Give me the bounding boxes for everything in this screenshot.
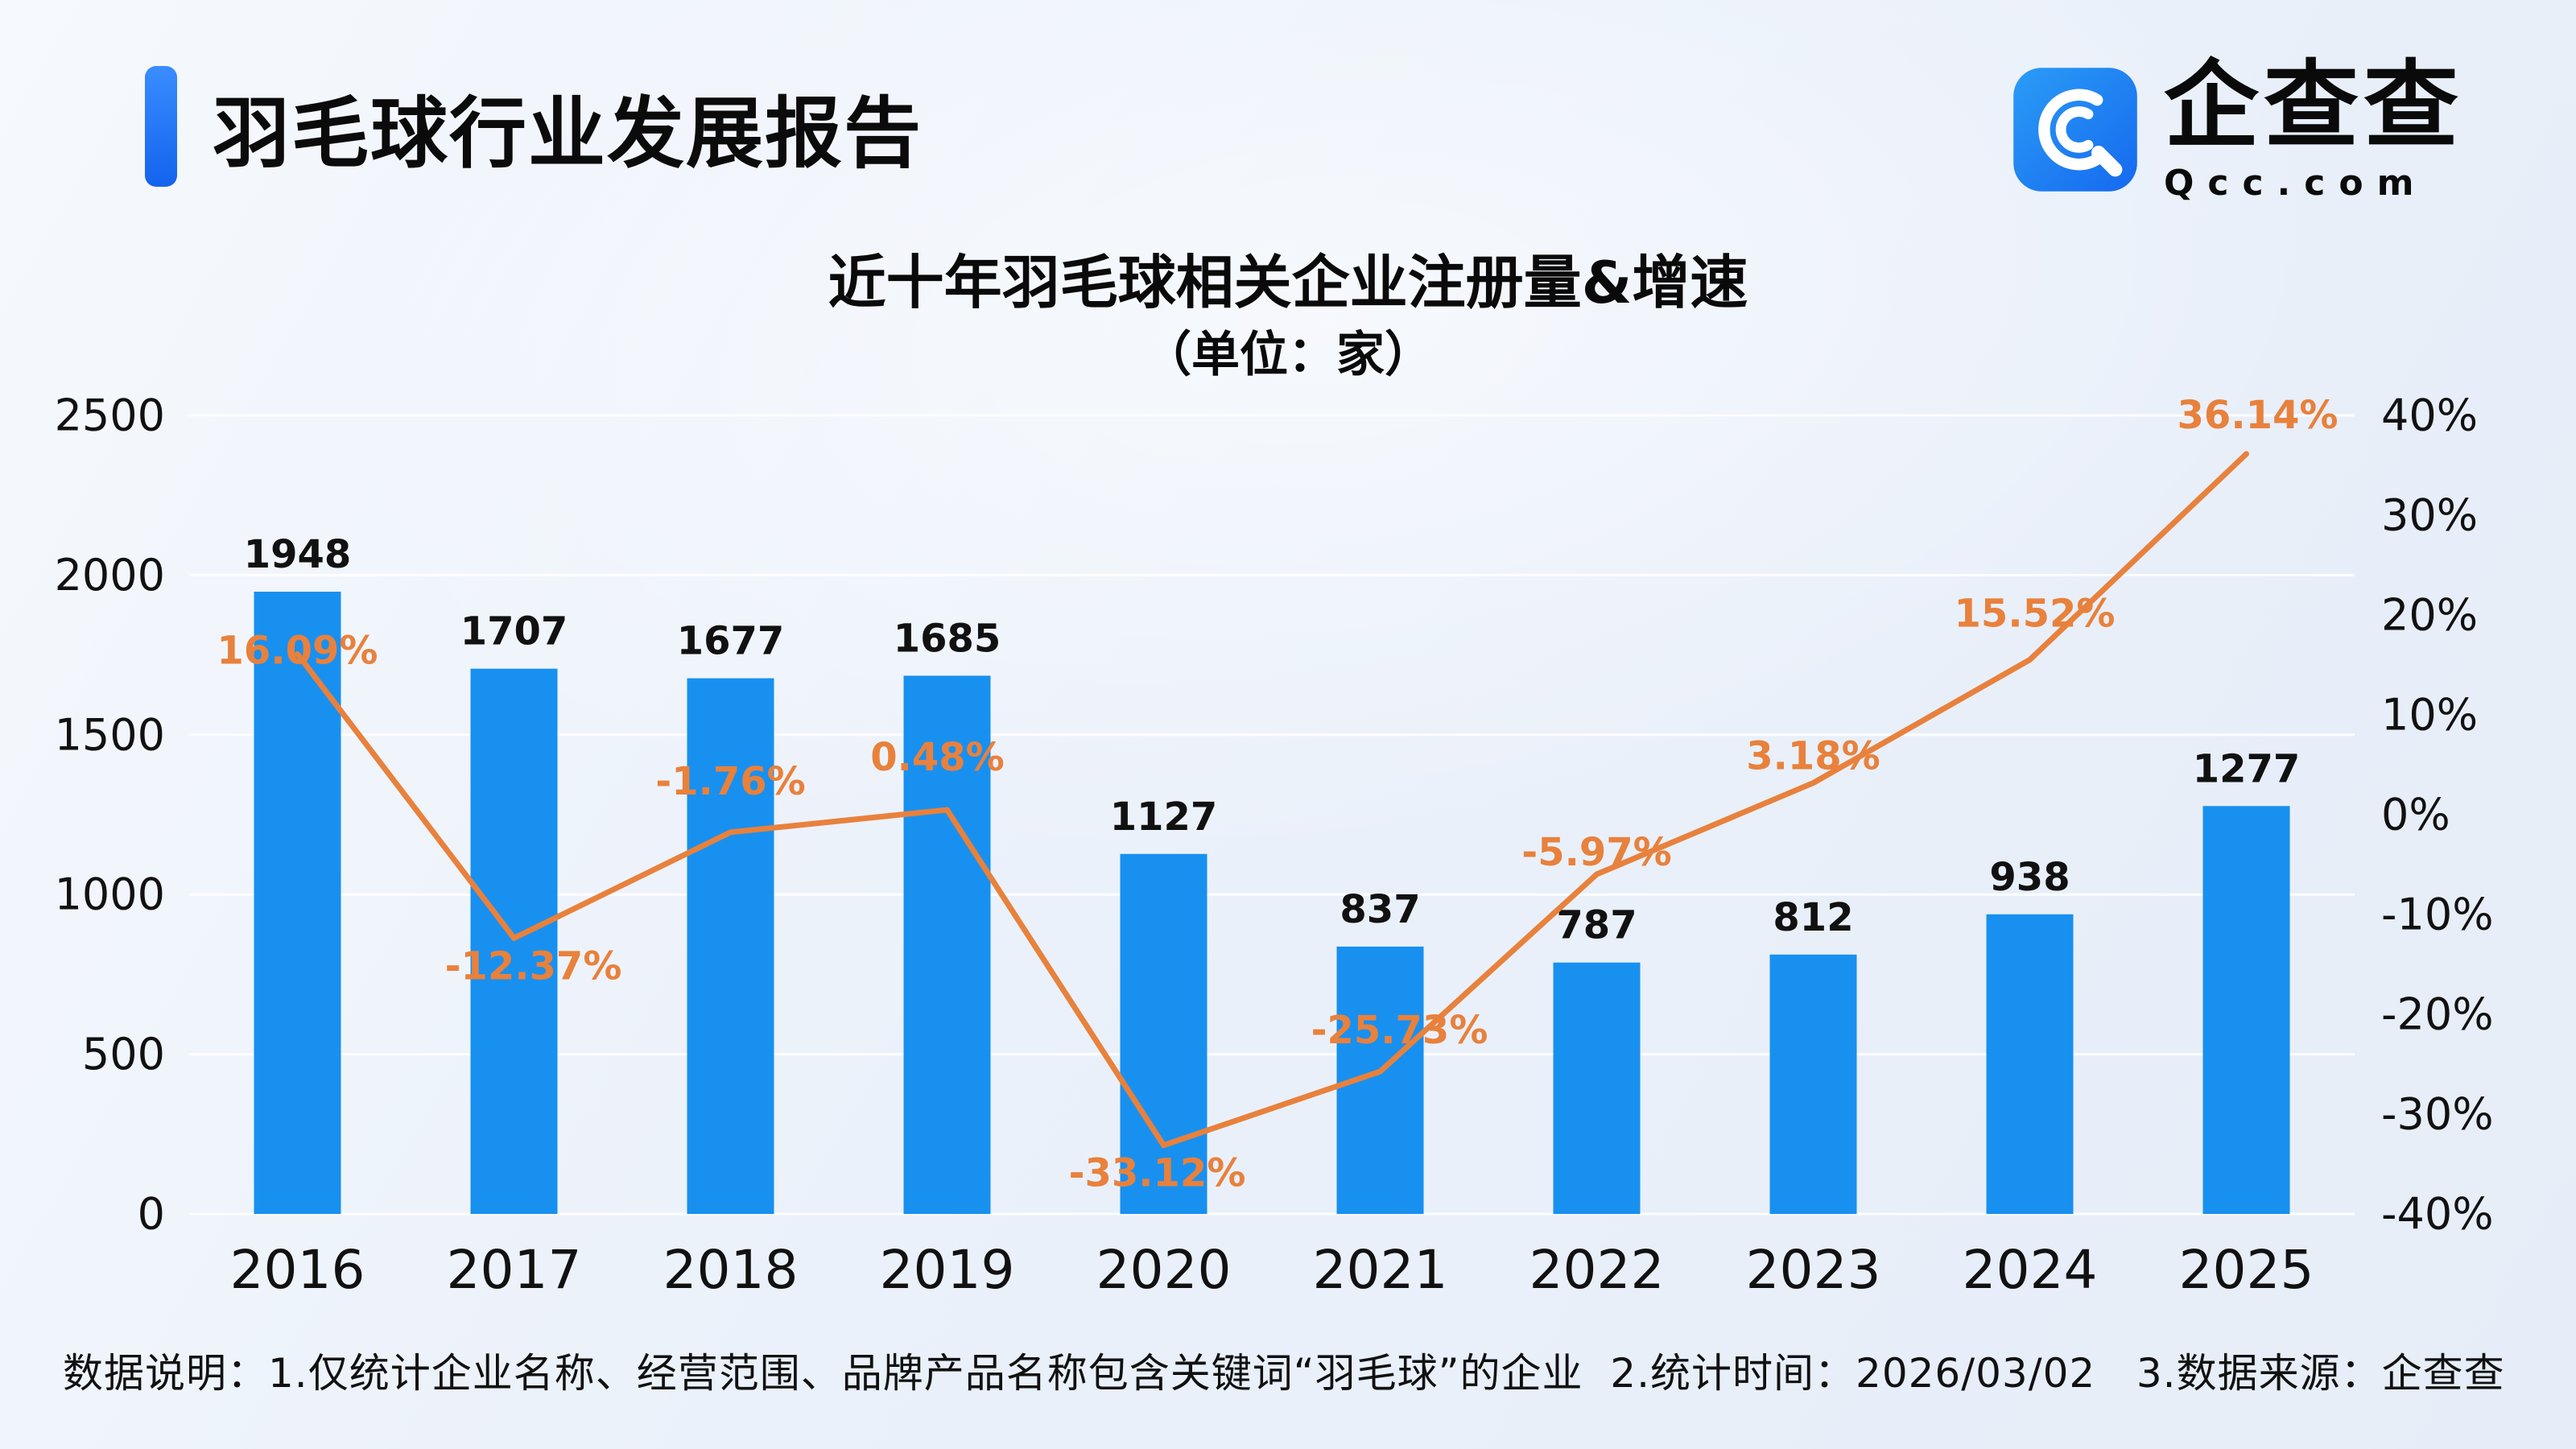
bar [687,678,774,1214]
bars [254,592,2290,1214]
right-axis-ticks: 40% 30% 20% 10% 0% -10% -20% -30% -40% [2381,390,2494,1240]
svg-text:-25.73%: -25.73% [1311,1008,1488,1053]
bar [2202,806,2290,1214]
svg-text:2500: 2500 [55,390,165,441]
svg-text:-40%: -40% [2381,1189,2494,1240]
bar [1120,853,1208,1214]
svg-text:3.18%: 3.18% [1746,734,1880,779]
report-title: 羽毛球行业发展报告 [213,88,923,179]
svg-text:2024: 2024 [1963,1239,2098,1301]
bar [903,675,991,1214]
svg-text:2023: 2023 [1746,1239,1881,1301]
svg-text:1677: 1677 [677,619,785,664]
svg-text:36.14%: 36.14% [2178,393,2339,438]
svg-text:2020: 2020 [1096,1239,1232,1301]
growth-rate-labels: 16.09% -12.37% -1.76% 0.48% -33.12% -25.73% -5… [217,393,2339,1196]
svg-text:10%: 10% [2381,690,2478,741]
svg-text:2019: 2019 [880,1239,1015,1301]
title-accent-bar [145,66,177,187]
qcc-logo-domain: Qcc.com [2163,162,2428,204]
bar [1553,962,1641,1214]
svg-text:40%: 40% [2381,390,2478,441]
chart-title: 近十年羽毛球相关企业注册量&增速 [828,249,1748,316]
qcc-logo-name: 企查查 [2163,50,2463,161]
svg-text:2018: 2018 [663,1239,799,1301]
svg-text:938: 938 [1989,855,2070,900]
svg-text:2025: 2025 [2179,1239,2314,1301]
svg-text:1277: 1277 [2193,746,2301,791]
svg-text:1500: 1500 [55,709,165,760]
svg-text:16.09%: 16.09% [217,628,378,673]
svg-text:20%: 20% [2381,590,2478,641]
svg-text:-1.76%: -1.76% [655,759,805,804]
bar [254,592,341,1214]
svg-text:812: 812 [1773,895,1853,940]
svg-text:2021: 2021 [1313,1239,1448,1301]
qcc-logo-icon [2013,68,2137,192]
chart-subtitle: （单位：家） [1143,327,1433,383]
svg-text:1000: 1000 [55,869,165,920]
svg-text:1707: 1707 [460,609,568,654]
bar [1769,954,1857,1214]
left-axis-ticks: 2500 2000 1500 1000 500 0 [55,390,165,1240]
bar [1986,914,2074,1214]
qcc-logo: 企查查 Qcc.com [2011,56,2463,204]
svg-text:2022: 2022 [1530,1239,1665,1301]
svg-text:15.52%: 15.52% [1955,592,2116,637]
svg-text:787: 787 [1556,903,1637,948]
report-header: 羽毛球行业发展报告 [145,66,923,187]
svg-text:0.48%: 0.48% [870,735,1005,780]
svg-text:837: 837 [1340,887,1420,932]
x-axis-labels: 2016 2017 2018 2019 2020 2021 2022 2023 2024 2025 [230,1239,2314,1301]
svg-text:30%: 30% [2381,490,2478,541]
svg-text:0%: 0% [2381,790,2450,840]
svg-text:2016: 2016 [230,1239,365,1301]
svg-text:2000: 2000 [55,550,165,601]
svg-text:-33.12%: -33.12% [1069,1151,1246,1196]
svg-text:0: 0 [138,1189,165,1240]
svg-text:-30%: -30% [2381,1089,2494,1140]
svg-text:-20%: -20% [2381,989,2494,1040]
bar-value-labels: 1948 1707 1677 1685 1127 837 787 812 938 1277 [244,532,2301,948]
svg-text:500: 500 [82,1029,165,1080]
svg-text:-10%: -10% [2381,890,2494,940]
bar [470,668,558,1214]
svg-text:1685: 1685 [894,616,1001,661]
svg-text:1127: 1127 [1110,795,1218,840]
svg-text:-5.97%: -5.97% [1521,830,1671,875]
growth-line [295,451,2249,1149]
qcc-logo-text: 企查查 Qcc.com [2164,56,2463,204]
footer-note: 数据说明：1.仅统计企业名称、经营范围、品牌产品名称包含关键词“羽毛球”的企业 … [63,1350,2505,1397]
svg-text:1948: 1948 [244,532,352,577]
svg-text:-12.37%: -12.37% [445,943,622,989]
svg-text:2017: 2017 [447,1239,582,1301]
